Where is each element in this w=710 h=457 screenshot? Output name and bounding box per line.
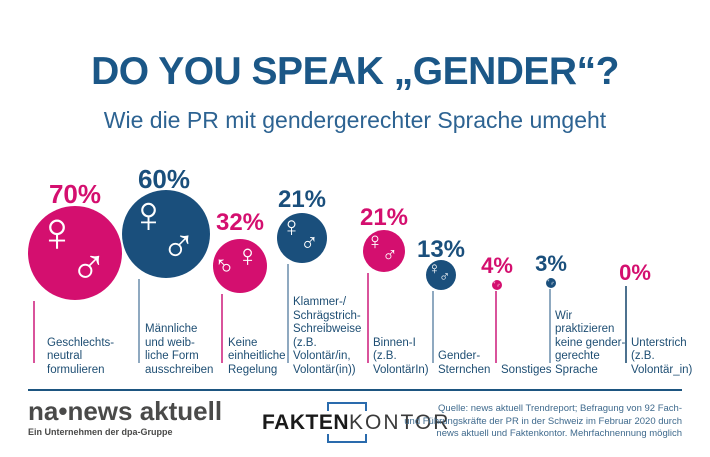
gender-bubble: ♀ ♂	[28, 200, 122, 300]
gender-bubble: ♂ ♀	[213, 239, 267, 293]
percent-label: 21%	[359, 204, 409, 231]
female-symbol-icon: ♀	[428, 259, 441, 278]
faktenkontor-logo: FAKTENKONTOR	[262, 412, 450, 433]
percent-label: 0%	[619, 260, 651, 285]
source-note: Quelle: news aktuell Trendreport; Befrag…	[404, 403, 682, 439]
category-label: Männliche und weib- liche Form ausschrei…	[145, 323, 214, 376]
category-label: Sonstiges	[501, 363, 552, 376]
faktenkontor-bracket-bottom-icon	[327, 434, 367, 443]
percent-label: 32%	[215, 209, 265, 236]
category-label: Unterstrich (z.B. Volontär_in)	[631, 336, 693, 376]
connector-line	[221, 294, 223, 363]
connector-line	[432, 291, 434, 363]
category-label: Klammer-/ Schrägstrich- Schreibweise (z.…	[293, 296, 362, 376]
percent-label: 4%	[481, 253, 513, 278]
category-label: Gender- Sternchen	[438, 350, 491, 376]
male-symbol-icon: ♂	[70, 237, 108, 293]
female-symbol-icon: ♀	[236, 238, 260, 273]
connector-line	[625, 286, 627, 363]
connector-line	[549, 289, 551, 363]
female-symbol-icon: ♀	[129, 186, 168, 244]
female-symbol-icon: ♀	[492, 280, 497, 286]
faktenkontor-logo-light: KONTOR	[349, 411, 451, 434]
connector-line	[495, 291, 497, 363]
gender-bubble: ♀ ♂	[492, 280, 502, 290]
female-symbol-icon: ♀	[36, 200, 78, 263]
faktenkontor-bracket-top-icon	[327, 402, 367, 411]
male-symbol-icon: ♂	[382, 243, 398, 266]
category-label: Geschlechts- neutral formulieren	[47, 336, 115, 376]
gender-bubble: ♀ ♂	[277, 213, 327, 263]
dpa-tagline: Ein Unternehmen der dpa-Gruppe	[28, 427, 173, 437]
gender-bubble: ♀ ♂	[546, 278, 556, 288]
male-symbol-icon: ♂	[214, 249, 235, 280]
chart-title: DO YOU SPEAK „GENDER“?	[91, 50, 619, 93]
gender-bubble: ♀ ♂	[363, 230, 405, 272]
male-symbol-icon: ♂	[496, 283, 501, 289]
male-symbol-icon: ♂	[300, 228, 319, 256]
female-symbol-icon: ♀	[366, 228, 384, 255]
gender-bubble: ♀ ♂	[426, 260, 456, 290]
percent-label: 3%	[535, 251, 567, 276]
percent-label: 60%	[137, 164, 191, 194]
gender-bubble: ♀ ♂	[122, 186, 210, 278]
category-label: Wir praktizieren keine gender- gerechte …	[555, 309, 626, 376]
category-label: Keine einheitliche Regelung	[228, 336, 286, 376]
category-label: Binnen-I (z.B. VolontärIn)	[373, 336, 429, 376]
female-symbol-icon: ♀	[546, 278, 551, 284]
divider-line	[28, 389, 682, 391]
female-symbol-icon: ♀	[281, 211, 302, 242]
connector-line	[287, 264, 289, 363]
connector-line	[138, 279, 140, 363]
connector-line	[367, 273, 369, 363]
news-aktuell-logo: na•news aktuell	[28, 396, 223, 426]
percent-label: 21%	[277, 186, 327, 213]
connector-line	[33, 301, 35, 363]
male-symbol-icon: ♂	[550, 281, 555, 287]
percent-label: 70%	[48, 179, 102, 209]
chart-subtitle: Wie die PR mit gendergerechter Sprache u…	[103, 107, 607, 133]
male-symbol-icon: ♂	[439, 268, 451, 285]
male-symbol-icon: ♂	[161, 217, 197, 270]
percent-label: 13%	[416, 236, 466, 263]
faktenkontor-logo-bold: FAKTEN	[262, 411, 349, 434]
